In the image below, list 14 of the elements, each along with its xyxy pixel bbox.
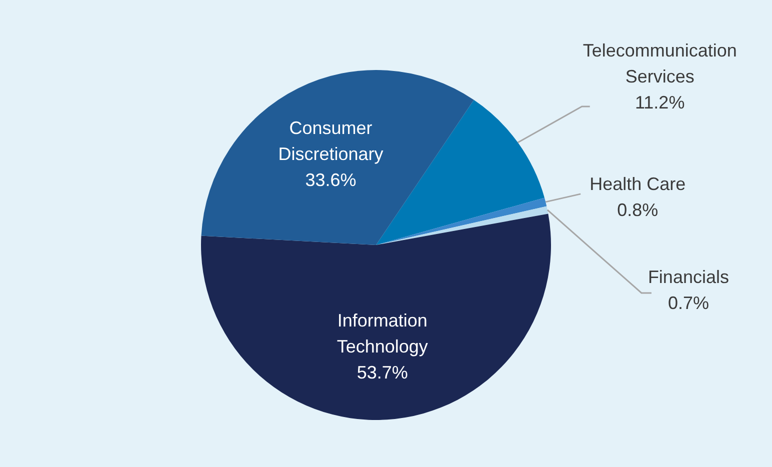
slice-label: Health Care	[590, 174, 686, 194]
data-label: 53.7%	[356, 362, 408, 382]
data-label: 0.7%	[668, 292, 709, 313]
pie-slice	[376, 206, 548, 245]
data-label: 33.6%	[305, 170, 356, 190]
pie-slice	[201, 70, 474, 245]
pie-slice	[376, 198, 547, 245]
pie-slice	[201, 214, 551, 420]
slice-label: Financials	[648, 266, 729, 287]
data-label: 0.8%	[617, 200, 658, 220]
data-label: 11.2%	[635, 92, 685, 113]
slice-label: Telecommunication Services	[582, 40, 737, 87]
slice-label: Consumer Discretionary	[278, 118, 384, 164]
slice-label: Information Technology	[336, 310, 428, 356]
